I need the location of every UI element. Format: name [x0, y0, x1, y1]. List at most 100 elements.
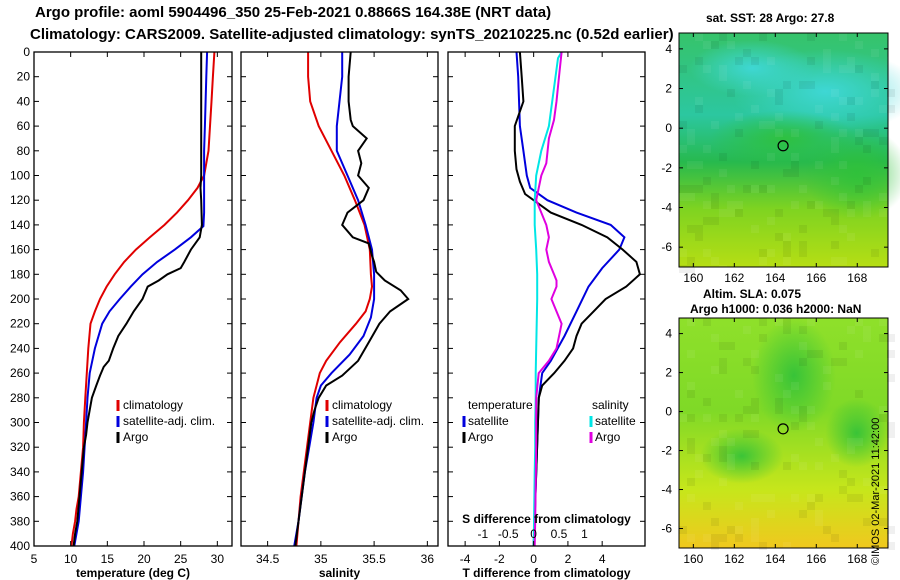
map-pixel — [695, 97, 703, 105]
map-pixel — [775, 318, 783, 326]
map-pixel — [735, 113, 743, 121]
map-pixel — [799, 185, 807, 193]
lat-tick-label: -2 — [661, 444, 672, 458]
map-pixel — [767, 57, 775, 65]
map-pixel — [807, 350, 815, 358]
map-pixel — [727, 462, 735, 470]
map-pixel — [751, 185, 759, 193]
map-pixel — [831, 209, 839, 217]
map-pixel — [879, 414, 887, 422]
map-pixel — [815, 518, 823, 526]
map-pixel — [887, 265, 895, 273]
x-tick-label: 25 — [174, 552, 188, 566]
map-pixel — [839, 257, 847, 265]
map-pixel — [679, 193, 687, 201]
x-tick-label: 2 — [565, 552, 572, 566]
map-pixel — [831, 358, 839, 366]
map-pixel — [815, 350, 823, 358]
map-pixel — [879, 486, 887, 494]
map-pixel — [679, 185, 687, 193]
x-tick-label: 10 — [64, 552, 78, 566]
map-pixel — [887, 374, 895, 382]
map-pixel — [791, 422, 799, 430]
map-pixel — [703, 41, 711, 49]
map-pixel — [839, 486, 847, 494]
map-pixel — [799, 225, 807, 233]
x-tick-label: 15 — [101, 552, 115, 566]
map-pixel — [839, 161, 847, 169]
lat-tick-label: -4 — [661, 201, 672, 215]
lon-tick-label: 162 — [724, 552, 744, 566]
map-pixel — [807, 201, 815, 209]
map-pixel — [871, 49, 879, 57]
map-pixel — [687, 185, 695, 193]
map-pixel — [695, 233, 703, 241]
map-pixel — [711, 534, 719, 542]
map-blob — [699, 428, 784, 484]
map-pixel — [751, 366, 759, 374]
map-pixel — [775, 406, 783, 414]
legend-label: climatology — [332, 398, 392, 412]
figure-title-line2: Climatology: CARS2009. Satellite-adjuste… — [30, 26, 674, 43]
x-axis-label: temperature (deg C) — [76, 566, 190, 580]
map-pixel — [887, 57, 895, 65]
map-pixel — [695, 225, 703, 233]
map-pixel — [703, 65, 711, 73]
series-line-argo — [294, 51, 410, 547]
map-pixel — [879, 518, 887, 526]
map-pixel — [719, 265, 727, 273]
y-tick-label: 20 — [17, 70, 31, 84]
map-pixel — [831, 113, 839, 121]
map-pixel — [751, 161, 759, 169]
map-pixel — [791, 161, 799, 169]
map-pixel — [823, 526, 831, 534]
map-pixel — [679, 526, 687, 534]
sst-map-title: sat. SST: 28 Argo: 27.8 — [706, 11, 835, 25]
map-pixel — [775, 89, 783, 97]
map-pixel — [879, 209, 887, 217]
map-pixel — [791, 494, 799, 502]
map-pixel — [775, 129, 783, 137]
map-pixel — [887, 342, 895, 350]
map-pixel — [863, 478, 871, 486]
lon-tick-label: 168 — [847, 552, 867, 566]
axes-frame — [447, 51, 646, 547]
map-pixel — [743, 49, 751, 57]
map-pixel — [807, 57, 815, 65]
map-pixel — [831, 257, 839, 265]
map-pixel — [687, 318, 695, 326]
x-tick-label: 0 — [530, 552, 537, 566]
map-pixel — [711, 121, 719, 129]
map-pixel — [839, 129, 847, 137]
series-line-t-argo — [513, 51, 642, 547]
map-pixel — [887, 430, 895, 438]
map-pixel — [703, 177, 711, 185]
map-pixel — [807, 422, 815, 430]
series-line-argo — [72, 52, 203, 547]
map-pixel — [855, 97, 863, 105]
map-pixel — [679, 414, 687, 422]
map-pixel — [703, 414, 711, 422]
y-tick-label: 40 — [17, 94, 31, 108]
top-x-tick-label: 1 — [581, 527, 588, 541]
sla-map-title-1: Altim. SLA: 0.075 — [703, 287, 802, 301]
map-pixel — [687, 414, 695, 422]
map-pixel — [751, 406, 759, 414]
map-pixel — [687, 534, 695, 542]
map-pixel — [839, 97, 847, 105]
series-line-satellite-adj-clim- — [293, 52, 376, 547]
lat-tick-label: 4 — [665, 42, 672, 56]
map-pixel — [887, 358, 895, 366]
legend-label: satellite — [468, 414, 509, 428]
lat-tick-label: 2 — [665, 82, 672, 96]
map-pixel — [839, 193, 847, 201]
map-pixel — [735, 390, 743, 398]
sla-map: 4 2 0 -2 -4 -6 160 162 164 166 168 — [661, 317, 895, 566]
map-pixel — [727, 526, 735, 534]
y-tick-label: 80 — [17, 144, 31, 158]
y-tick-label: 0 — [23, 45, 30, 59]
map-pixel — [703, 201, 711, 209]
map-pixel — [815, 121, 823, 129]
x-axis-label: salinity — [319, 566, 361, 580]
